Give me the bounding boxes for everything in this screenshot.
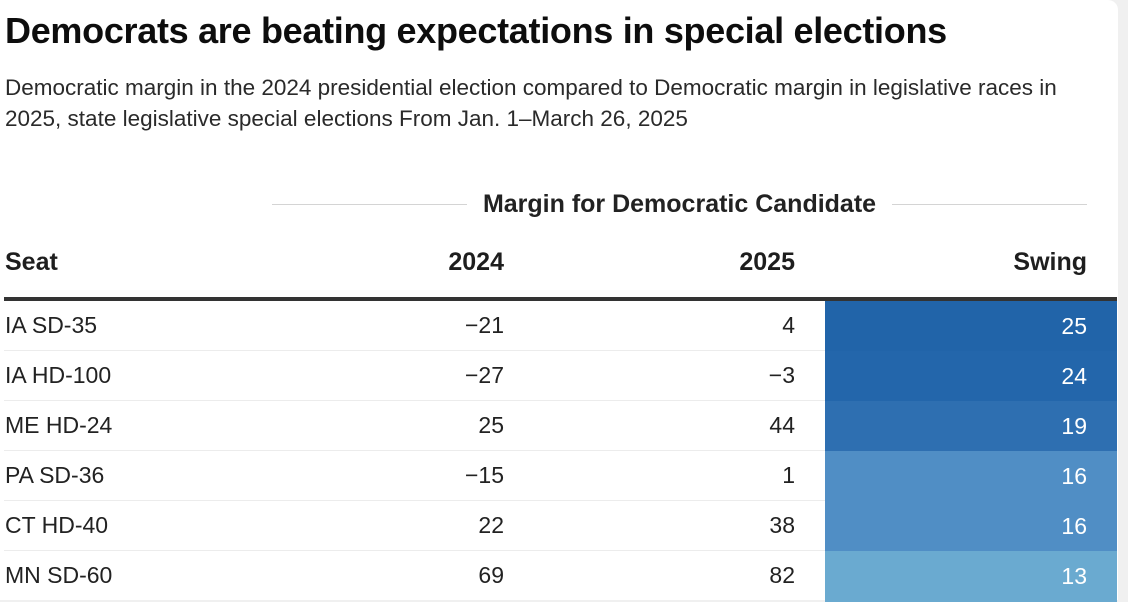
spanner-rule-left (272, 203, 467, 205)
column-group-spanner: Margin for Democratic Candidate (272, 186, 1088, 222)
swing-cell: 16 (825, 501, 1117, 551)
table-row: ME HD-24 25 44 19 (4, 401, 1117, 451)
margin-2025-cell: 38 (769, 512, 795, 538)
margin-2025-cell: 44 (769, 412, 795, 438)
seat-cell: PA SD-36 (5, 462, 105, 488)
margin-2025-cell: 4 (782, 312, 795, 338)
table-row: CT HD-40 22 38 16 (4, 501, 1117, 551)
margin-2024-cell: −15 (464, 462, 504, 488)
column-header-2025: 2025 (739, 248, 795, 276)
margin-2024-cell: 25 (478, 412, 504, 438)
margin-2025-cell: −3 (768, 362, 795, 388)
margin-2025-cell: 1 (782, 462, 795, 488)
margin-2024-cell: 69 (478, 562, 504, 588)
table-header: Seat 2024 2025 Swing (4, 248, 1117, 286)
column-header-swing: Swing (1013, 248, 1087, 276)
margin-2024-cell: 22 (478, 512, 504, 538)
seat-cell: MN SD-60 (5, 562, 113, 588)
column-group-label: Margin for Democratic Candidate (482, 189, 877, 218)
seat-cell: CT HD-40 (5, 512, 109, 538)
table-row: IA HD-100 −27 −3 24 (4, 351, 1117, 401)
seat-cell: IA SD-35 (5, 312, 98, 338)
table-row: IA SD-35 −21 4 25 (4, 301, 1117, 351)
swing-cell: 16 (825, 451, 1117, 501)
swing-cell: 25 (825, 301, 1117, 351)
chart-title: Democrats are beating expectations in sp… (5, 10, 947, 51)
margin-2024-cell: −27 (464, 362, 504, 388)
column-header-seat: Seat (5, 248, 58, 276)
margin-2024-cell: −21 (464, 312, 504, 338)
swing-cell: 13 (825, 551, 1117, 602)
swing-cell: 19 (825, 401, 1117, 451)
table-row: MN SD-60 69 82 13 (4, 551, 1117, 602)
swing-cell: 24 (825, 351, 1117, 401)
margin-2025-cell: 82 (769, 562, 795, 588)
column-header-2024: 2024 (448, 248, 504, 276)
chart-subtitle: Democratic margin in the 2024 presidenti… (5, 75, 1057, 131)
table-body: IA SD-35 −21 4 25 IA HD-100 −27 −3 24 ME HD-24 25… (4, 301, 1117, 602)
table-row: PA SD-36 −15 1 16 (4, 451, 1117, 501)
seat-cell: ME HD-24 (5, 412, 113, 438)
spanner-rule-right (892, 203, 1088, 205)
header-rule (4, 297, 1117, 301)
seat-cell: IA HD-100 (5, 362, 112, 388)
